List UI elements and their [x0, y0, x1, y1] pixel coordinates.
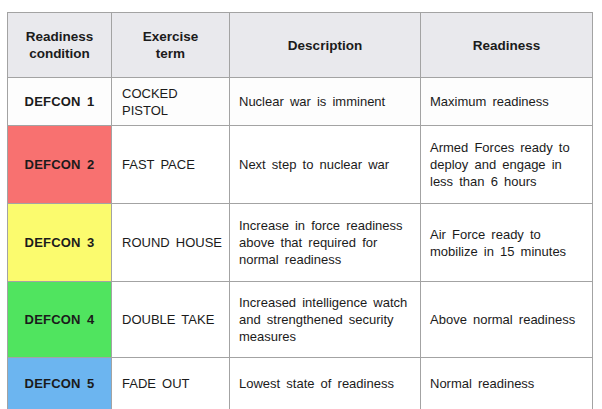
defcon-level-cell: DEFCON 1 [8, 78, 112, 126]
defcon-level-cell: DEFCON 5 [8, 358, 112, 409]
exercise-term-cell: COCKED PISTOL [112, 78, 230, 126]
description-cell: Next step to nuclear war [230, 126, 421, 204]
header-row: Readiness condition Exercise term Descri… [8, 13, 593, 78]
exercise-term-cell: FADE OUT [112, 358, 230, 409]
table-body: DEFCON 1 COCKED PISTOL Nuclear war is im… [8, 78, 593, 409]
readiness-cell: Above normal readiness [421, 282, 593, 358]
table-row-defcon-4: DEFCON 4 DOUBLE TAKE Increased intellige… [8, 282, 593, 358]
defcon-level-cell: DEFCON 2 [8, 126, 112, 204]
description-cell: Increased intelligence watch and strengt… [230, 282, 421, 358]
table-row-defcon-2: DEFCON 2 FAST PACE Next step to nuclear … [8, 126, 593, 204]
header-cell-description: Description [230, 13, 421, 78]
readiness-cell: Maximum readiness [421, 78, 593, 126]
readiness-cell: Normal readiness [421, 358, 593, 409]
exercise-term-cell: FAST PACE [112, 126, 230, 204]
table-row-defcon-5: DEFCON 5 FADE OUT Lowest state of readin… [8, 358, 593, 409]
exercise-term-cell: ROUND HOUSE [112, 204, 230, 282]
table-header: Readiness condition Exercise term Descri… [8, 13, 593, 78]
header-cell-exercise-term: Exercise term [112, 13, 230, 78]
readiness-cell: Armed Forces ready to deploy and engage … [421, 126, 593, 204]
readiness-cell: Air Force ready to mobilize in 15 minute… [421, 204, 593, 282]
header-cell-readiness-condition: Readiness condition [8, 13, 112, 78]
defcon-readiness-table: Readiness condition Exercise term Descri… [7, 12, 593, 409]
header-cell-readiness: Readiness [421, 13, 593, 78]
description-cell: Lowest state of readiness [230, 358, 421, 409]
description-cell: Increase in force readiness above that r… [230, 204, 421, 282]
table-row-defcon-3: DEFCON 3 ROUND HOUSE Increase in force r… [8, 204, 593, 282]
table-row-defcon-1: DEFCON 1 COCKED PISTOL Nuclear war is im… [8, 78, 593, 126]
description-cell: Nuclear war is imminent [230, 78, 421, 126]
exercise-term-cell: DOUBLE TAKE [112, 282, 230, 358]
defcon-level-cell: DEFCON 4 [8, 282, 112, 358]
defcon-level-cell: DEFCON 3 [8, 204, 112, 282]
